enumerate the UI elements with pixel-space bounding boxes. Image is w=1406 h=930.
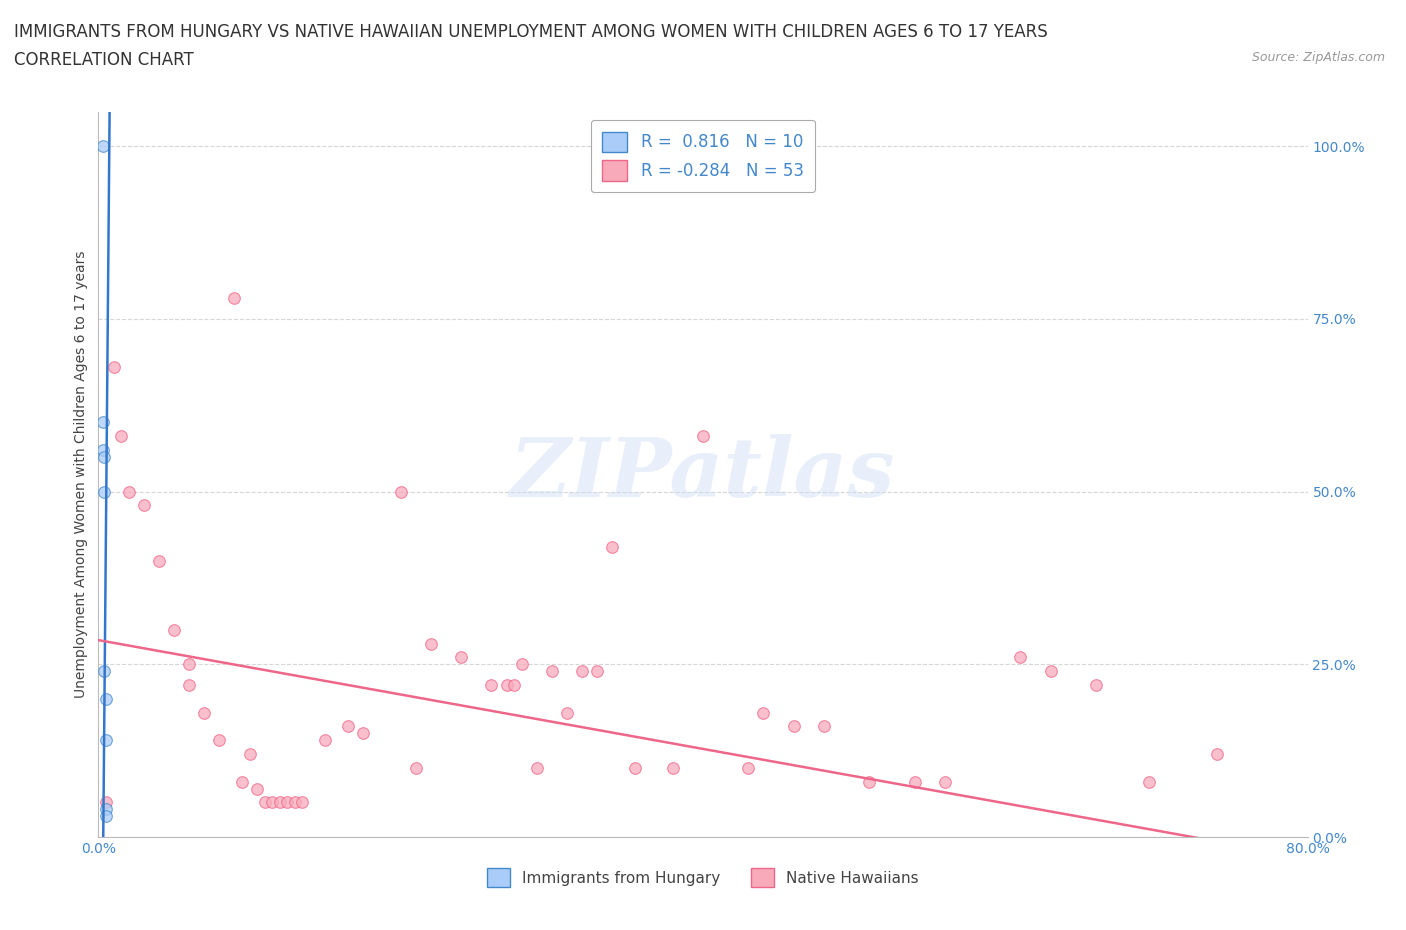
Point — [269, 795, 291, 810]
Point — [420, 636, 443, 651]
Point — [661, 761, 683, 776]
Point — [1039, 664, 1062, 679]
Point — [783, 719, 806, 734]
Point — [193, 705, 215, 720]
Point — [904, 775, 927, 790]
Text: CORRELATION CHART: CORRELATION CHART — [14, 51, 194, 69]
Point — [94, 802, 117, 817]
Point — [93, 664, 115, 679]
Point — [110, 429, 132, 444]
Point — [239, 747, 262, 762]
Point — [481, 678, 503, 693]
Point — [118, 485, 141, 499]
Point — [692, 429, 714, 444]
Point — [291, 795, 314, 810]
Point — [1085, 678, 1108, 693]
Point — [858, 775, 880, 790]
Point — [555, 705, 578, 720]
Point — [93, 485, 115, 499]
Point — [94, 733, 117, 748]
Point — [163, 622, 186, 637]
Point — [752, 705, 775, 720]
Point — [93, 449, 115, 464]
Point — [179, 657, 201, 671]
Point — [94, 795, 117, 810]
Point — [586, 664, 609, 679]
Point — [284, 795, 307, 810]
Point — [94, 691, 117, 706]
Point — [179, 678, 201, 693]
Point — [813, 719, 835, 734]
Point — [389, 485, 412, 499]
Text: Source: ZipAtlas.com: Source: ZipAtlas.com — [1251, 51, 1385, 64]
Point — [503, 678, 526, 693]
Point — [103, 360, 125, 375]
Point — [262, 795, 284, 810]
Point — [246, 781, 269, 796]
Point — [276, 795, 298, 810]
Point — [336, 719, 359, 734]
Point — [91, 139, 114, 153]
Point — [253, 795, 276, 810]
Point — [737, 761, 759, 776]
Point — [208, 733, 231, 748]
Point — [1206, 747, 1229, 762]
Point — [602, 539, 624, 554]
Point — [526, 761, 548, 776]
Point — [1010, 650, 1032, 665]
Y-axis label: Unemployment Among Women with Children Ages 6 to 17 years: Unemployment Among Women with Children A… — [75, 250, 89, 698]
Text: ZIPatlas: ZIPatlas — [510, 434, 896, 514]
Point — [231, 775, 253, 790]
Point — [132, 498, 155, 512]
Point — [91, 443, 114, 458]
Point — [405, 761, 427, 776]
Point — [91, 415, 114, 430]
Point — [624, 761, 647, 776]
Point — [1137, 775, 1160, 790]
Point — [450, 650, 472, 665]
Point — [495, 678, 517, 693]
Point — [314, 733, 336, 748]
Point — [94, 809, 117, 824]
Legend: Immigrants from Hungary, Native Hawaiians: Immigrants from Hungary, Native Hawaiian… — [479, 861, 927, 895]
Point — [224, 291, 246, 306]
Point — [352, 726, 374, 741]
Text: IMMIGRANTS FROM HUNGARY VS NATIVE HAWAIIAN UNEMPLOYMENT AMONG WOMEN WITH CHILDRE: IMMIGRANTS FROM HUNGARY VS NATIVE HAWAII… — [14, 23, 1047, 41]
Point — [934, 775, 956, 790]
Point — [148, 553, 170, 568]
Point — [540, 664, 562, 679]
Point — [571, 664, 593, 679]
Point — [510, 657, 533, 671]
